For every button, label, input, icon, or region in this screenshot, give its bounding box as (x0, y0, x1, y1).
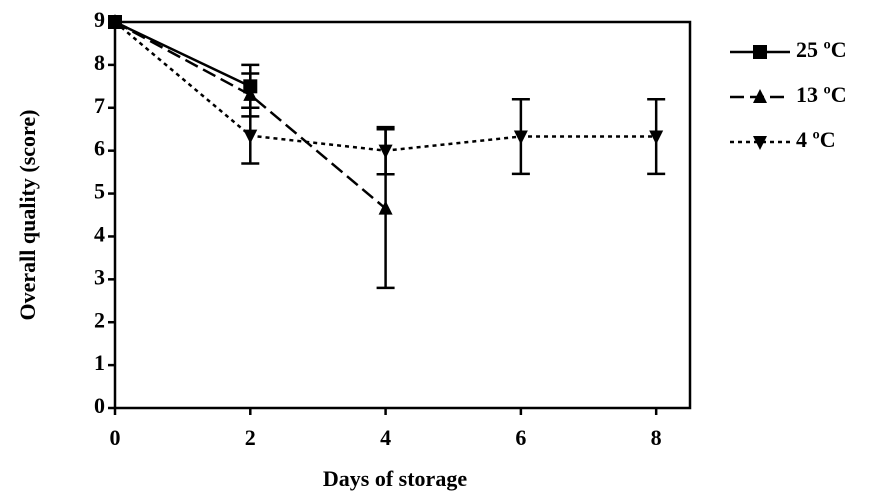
data-point (378, 200, 393, 215)
y-tick-label: 5 (94, 179, 105, 204)
x-tick-label: 0 (110, 425, 121, 450)
x-tick-label: 8 (651, 425, 662, 450)
y-tick-label: 7 (94, 93, 105, 118)
legend-label: 13 ºC (796, 82, 847, 107)
series-line (114, 20, 251, 88)
plot-frame (113, 20, 692, 410)
y-tick-label: 3 (94, 264, 105, 289)
data-point (243, 86, 258, 101)
y-axis-title: Overall quality (score) (15, 110, 40, 321)
x-tick-label: 6 (515, 425, 526, 450)
legend-marker (753, 136, 767, 150)
y-tick-label: 9 (94, 7, 105, 32)
y-tick-label: 8 (94, 50, 105, 75)
legend-marker (753, 89, 767, 103)
data-point (513, 130, 528, 145)
data-point (108, 16, 122, 30)
y-tick-label: 1 (94, 350, 105, 375)
data-point (649, 130, 664, 145)
x-tick-label: 4 (380, 425, 391, 450)
legend-label: 4 ºC (796, 127, 836, 152)
data-point (243, 129, 258, 144)
y-tick-label: 2 (94, 307, 105, 332)
y-tick-label: 0 (94, 393, 105, 418)
legend-label: 25 ºC (796, 37, 847, 62)
x-axis-title: Days of storage (323, 466, 467, 491)
legend-marker (753, 45, 767, 59)
x-tick-label: 2 (245, 425, 256, 450)
data-point (378, 144, 393, 159)
y-tick-label: 6 (94, 136, 105, 161)
y-tick-label: 4 (94, 221, 105, 246)
